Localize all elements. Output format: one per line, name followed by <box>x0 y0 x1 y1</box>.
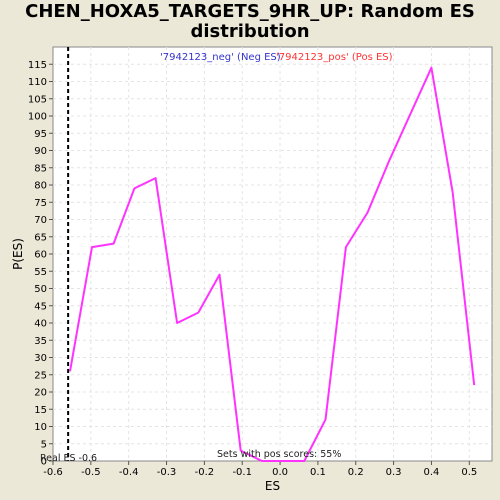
x-tick-label: -0.6 <box>43 467 63 478</box>
x-tick-label: 0.0 <box>272 467 288 478</box>
x-axis-label: ES <box>265 479 280 493</box>
y-tick-label: 20 <box>34 388 47 399</box>
y-tick-label: 115 <box>28 60 47 71</box>
y-tick-label: 10 <box>34 422 47 433</box>
y-tick-label: 55 <box>34 267 47 278</box>
y-tick-label: 60 <box>34 250 47 261</box>
y-tick-label: 35 <box>34 336 47 347</box>
x-tick-label: -0.2 <box>195 467 215 478</box>
x-tick-label: 0.1 <box>310 467 326 478</box>
legend-pos-label: '7942123_pos' (Pos ES) <box>276 52 393 63</box>
y-tick-label: 15 <box>34 405 47 416</box>
y-tick-label: 75 <box>34 198 47 209</box>
x-tick-label: 0.3 <box>386 467 402 478</box>
y-tick-label: 5 <box>41 439 47 450</box>
real-es-label: Real ES -0.6 <box>40 453 97 464</box>
y-tick-label: 30 <box>34 353 47 364</box>
x-tick-label: -0.5 <box>81 467 101 478</box>
y-tick-label: 95 <box>34 129 47 140</box>
legend-neg-label: '7942123_neg' (Neg ES) <box>160 52 281 63</box>
y-tick-label: 80 <box>34 181 47 192</box>
y-tick-label: 70 <box>34 215 47 226</box>
y-tick-label: 100 <box>28 112 47 123</box>
y-tick-label: 45 <box>34 301 47 312</box>
y-tick-label: 85 <box>34 163 47 174</box>
pos-scores-annotation: Sets with pos scores: 55% <box>217 449 341 460</box>
y-tick-label: 50 <box>34 284 47 295</box>
y-tick-label: 25 <box>34 370 47 381</box>
x-tick-label: 0.2 <box>348 467 364 478</box>
y-tick-label: 65 <box>34 232 47 243</box>
y-tick-label: 110 <box>28 77 47 88</box>
y-axis-label: P(ES) <box>11 238 25 270</box>
x-tick-label: 0.4 <box>423 467 439 478</box>
x-tick-label: -0.1 <box>232 467 252 478</box>
y-tick-label: 90 <box>34 146 47 157</box>
x-tick-label: -0.3 <box>157 467 177 478</box>
x-tick-label: -0.4 <box>119 467 139 478</box>
y-tick-label: 40 <box>34 319 47 330</box>
y-tick-label: 105 <box>28 94 47 105</box>
legend: '7942123_neg' (Neg ES) '7942123_pos' (Po… <box>160 52 393 63</box>
x-tick-label: 0.5 <box>461 467 477 478</box>
